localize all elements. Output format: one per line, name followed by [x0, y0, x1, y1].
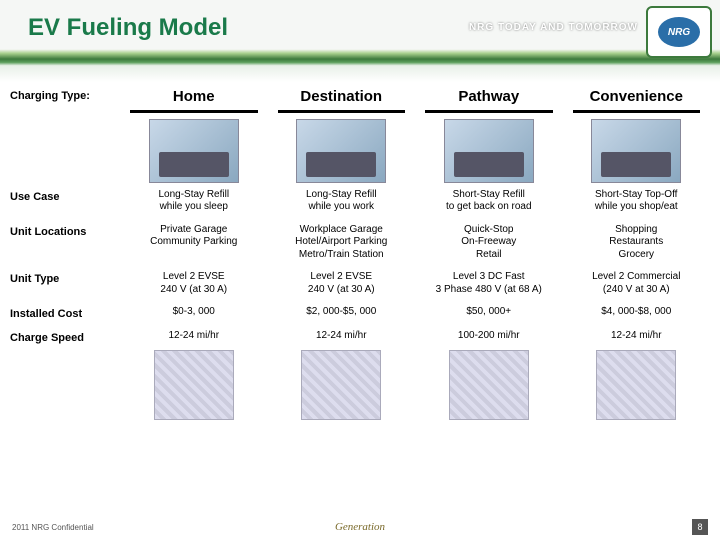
equipment-image-row: [120, 350, 710, 420]
cell-type-0: Level 2 EVSE240 V (at 30 A): [120, 271, 268, 296]
cell-use-case-3: Short-Stay Top-Offwhile you shop/eat: [563, 189, 711, 214]
scene-image-convenience: [591, 119, 681, 183]
cell-use-case-2: Short-Stay Refillto get back on road: [415, 189, 563, 214]
cell-use-case-0: Long-Stay Refillwhile you sleep: [120, 189, 268, 214]
scene-image-pathway: [444, 119, 534, 183]
row-label-use-case: Use Case: [10, 189, 120, 203]
cell-type-1: Level 2 EVSE240 V (at 30 A): [268, 271, 416, 296]
cell-cost-2: $50, 000+: [415, 306, 563, 319]
footer-confidential: 2011 NRG Confidential: [12, 523, 94, 532]
cell-locations-0: Private GarageCommunity Parking: [120, 224, 268, 262]
header-row: Charging Type: Home Destination Pathway …: [10, 88, 710, 119]
cell-type-3: Level 2 Commercial(240 V at 30 A): [563, 271, 711, 296]
cell-speed-2: 100-200 mi/hr: [415, 330, 563, 343]
row-label-charging-type: Charging Type:: [10, 88, 120, 102]
page-title: EV Fueling Model: [28, 14, 228, 42]
logo-text: NRG: [658, 17, 700, 47]
brand-tagline: NRG TODAY AND TOMORROW: [469, 22, 638, 33]
image-row: [10, 119, 710, 189]
cell-type-2: Level 3 DC Fast3 Phase 480 V (at 68 A): [415, 271, 563, 296]
footer-brand: Generation: [335, 521, 385, 533]
col-header-3: Convenience: [573, 88, 701, 113]
equipment-image-3: [596, 350, 676, 420]
charge-speed-row: Charge Speed 12-24 mi/hr 12-24 mi/hr 100…: [10, 330, 710, 344]
row-label-unit-type: Unit Type: [10, 271, 120, 285]
comparison-table: Charging Type: Home Destination Pathway …: [0, 82, 720, 420]
unit-locations-row: Unit Locations Private GarageCommunity P…: [10, 224, 710, 262]
slide-footer: 2011 NRG Confidential Generation 8: [0, 514, 720, 540]
cell-locations-2: Quick-StopOn-FreewayRetail: [415, 224, 563, 262]
scene-image-destination: [296, 119, 386, 183]
scene-image-home: [149, 119, 239, 183]
cell-locations-1: Workplace GarageHotel/Airport ParkingMet…: [268, 224, 416, 262]
slide-header: EV Fueling Model NRG TODAY AND TOMORROW …: [0, 0, 720, 82]
page-number: 8: [692, 519, 708, 535]
brand-logo: NRG: [646, 6, 712, 58]
cell-cost-0: $0-3, 000: [120, 306, 268, 319]
cell-speed-0: 12-24 mi/hr: [120, 330, 268, 343]
row-label-charge-speed: Charge Speed: [10, 330, 120, 344]
installed-cost-row: Installed Cost $0-3, 000 $2, 000-$5, 000…: [10, 306, 710, 320]
cell-cost-3: $4, 000-$8, 000: [563, 306, 711, 319]
equipment-image-0: [154, 350, 234, 420]
cell-use-case-1: Long-Stay Refillwhile you work: [268, 189, 416, 214]
cell-speed-1: 12-24 mi/hr: [268, 330, 416, 343]
col-header-2: Pathway: [425, 88, 553, 113]
col-header-0: Home: [130, 88, 258, 113]
row-label-unit-locations: Unit Locations: [10, 224, 120, 238]
use-case-row: Use Case Long-Stay Refillwhile you sleep…: [10, 189, 710, 214]
col-header-1: Destination: [278, 88, 406, 113]
cell-cost-1: $2, 000-$5, 000: [268, 306, 416, 319]
equipment-image-2: [449, 350, 529, 420]
row-label-installed-cost: Installed Cost: [10, 306, 120, 320]
cell-speed-3: 12-24 mi/hr: [563, 330, 711, 343]
unit-type-row: Unit Type Level 2 EVSE240 V (at 30 A) Le…: [10, 271, 710, 296]
cell-locations-3: ShoppingRestaurantsGrocery: [563, 224, 711, 262]
equipment-image-1: [301, 350, 381, 420]
